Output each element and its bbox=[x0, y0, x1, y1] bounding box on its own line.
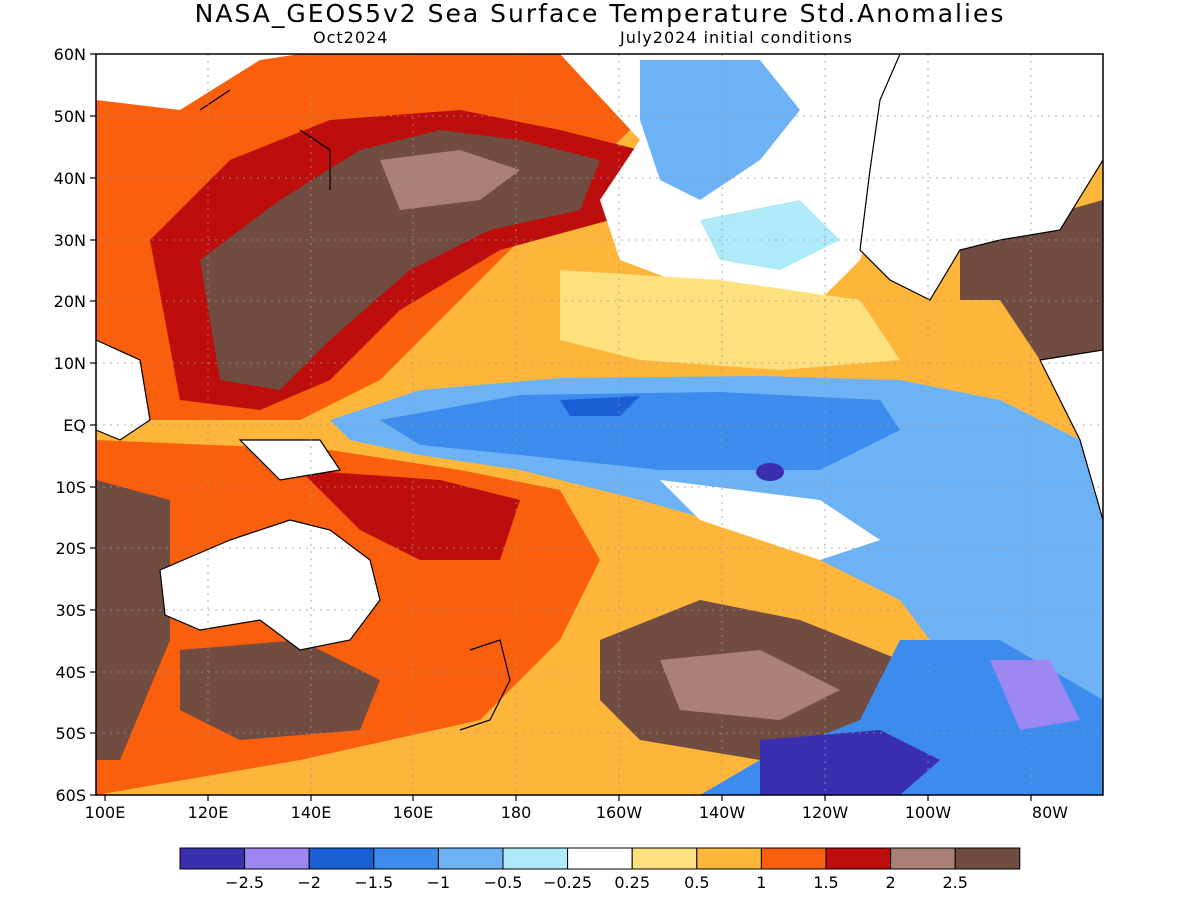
lat-label: 20S bbox=[55, 539, 86, 558]
lat-label: 50N bbox=[54, 107, 86, 126]
initial-conditions: July2024 initial conditions bbox=[620, 28, 853, 47]
lon-label: 100W bbox=[905, 803, 952, 822]
la-nina-extreme bbox=[756, 463, 784, 481]
nw-pacific-patch bbox=[380, 150, 520, 210]
indian-ocean-warm bbox=[96, 480, 170, 760]
colorbar-label: −2 bbox=[297, 873, 321, 892]
colorbar-label: −2.5 bbox=[225, 873, 264, 892]
coastlines bbox=[96, 54, 1103, 731]
latitude-labels: 60N 50N 40N 30N 20N 10N EQ 10S 20S 30S 4… bbox=[54, 45, 86, 805]
lat-label: 40N bbox=[54, 169, 86, 188]
colorbar-label: −1.5 bbox=[354, 873, 393, 892]
lat-label: 60S bbox=[55, 786, 86, 805]
south-pacific-patch bbox=[660, 650, 840, 720]
lon-label: 160E bbox=[393, 803, 434, 822]
sw-pacific-strong bbox=[300, 470, 520, 560]
forecast-month: Oct2024 bbox=[313, 28, 389, 47]
tongue-edge-neutral bbox=[660, 480, 880, 560]
land-australia bbox=[160, 520, 380, 650]
colorbar-label: 1 bbox=[756, 873, 766, 892]
colorbar-label: 2 bbox=[886, 873, 896, 892]
ne-pacific-cool-2 bbox=[700, 200, 840, 270]
se-pacific-cold-patch bbox=[990, 660, 1080, 730]
colorbar-swatch bbox=[760, 847, 827, 870]
lon-label: 180 bbox=[501, 803, 532, 822]
lon-label: 120E bbox=[188, 803, 229, 822]
colorbar-label: 0.25 bbox=[614, 873, 650, 892]
colorbar-swatch bbox=[437, 847, 504, 870]
lat-label: 20N bbox=[54, 292, 86, 311]
colorbar-label: −0.5 bbox=[484, 873, 523, 892]
axis-ticks bbox=[90, 53, 1032, 801]
lat-label: EQ bbox=[63, 416, 86, 435]
colorbar-swatch bbox=[890, 847, 956, 870]
land-south-america-north bbox=[1040, 350, 1103, 520]
colorbar-label: 2.5 bbox=[942, 873, 967, 892]
colorbar-label: 1.5 bbox=[813, 873, 838, 892]
colorbar-swatch bbox=[373, 847, 439, 870]
anomaly-field bbox=[96, 54, 1103, 795]
ne-pacific-cool bbox=[640, 60, 800, 200]
lat-label: 50S bbox=[55, 724, 86, 743]
land-new-guinea bbox=[240, 440, 340, 480]
la-nina-tongue bbox=[330, 376, 1103, 795]
lat-label: 30S bbox=[55, 601, 86, 620]
lat-label: 60N bbox=[54, 45, 86, 64]
colorbar-label: −0.25 bbox=[543, 873, 592, 892]
grid bbox=[96, 54, 1103, 795]
land-north-america bbox=[860, 54, 1103, 300]
land-siberia bbox=[96, 54, 300, 110]
la-nina-patch bbox=[560, 396, 640, 416]
colorbar-swatch bbox=[308, 847, 375, 870]
land-indochina bbox=[96, 340, 150, 440]
colorbar-swatch bbox=[825, 847, 892, 870]
nw-pacific-extreme bbox=[200, 130, 600, 390]
colorbar-swatch bbox=[502, 847, 569, 870]
colorbar-swatch bbox=[179, 847, 246, 870]
colorbar-swatch bbox=[567, 847, 633, 870]
southern-ocean-australia bbox=[180, 640, 380, 740]
colorbar-swatch bbox=[954, 847, 1021, 870]
lat-label: 10S bbox=[55, 478, 86, 497]
map-title: NASA_GEOS5v2 Sea Surface Temperature Std… bbox=[194, 0, 1006, 28]
se-pacific-extreme-cold bbox=[760, 730, 940, 795]
lon-label: 160W bbox=[596, 803, 643, 822]
subtropical-north-warm bbox=[560, 270, 900, 370]
colorbar-label: 0.5 bbox=[684, 873, 709, 892]
lat-label: 30N bbox=[54, 231, 86, 250]
colorbar-boxes bbox=[179, 847, 1021, 870]
lat-label: 10N bbox=[54, 354, 86, 373]
lon-label: 120W bbox=[802, 803, 849, 822]
longitude-labels: 100E 120E 140E 160E 180 160W 140W 120W 1… bbox=[85, 803, 1069, 822]
colorbar-swatch bbox=[631, 847, 698, 870]
colorbar-label: −1 bbox=[427, 873, 451, 892]
lon-label: 140W bbox=[699, 803, 746, 822]
colorbar-labels: −2.5 −2 −1.5 −1 −0.5 −0.25 0.25 0.5 1 1.5 2 2.5 bbox=[225, 873, 968, 892]
lon-label: 100E bbox=[85, 803, 126, 822]
lon-label: 140E bbox=[291, 803, 332, 822]
lon-label: 80W bbox=[1032, 803, 1068, 822]
lat-label: 40S bbox=[55, 663, 86, 682]
colorbar-swatch bbox=[244, 847, 310, 870]
la-nina-core bbox=[380, 392, 900, 470]
colorbar-swatch bbox=[696, 847, 762, 870]
